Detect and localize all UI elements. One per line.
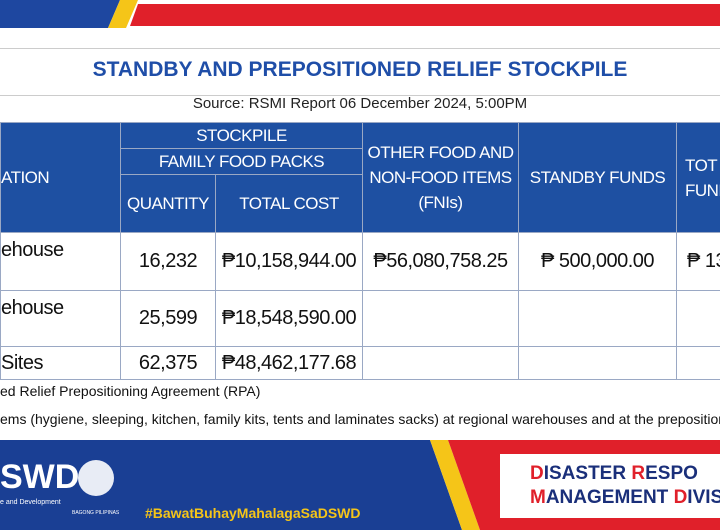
title: STANDBY AND PREPOSITIONED RELIEF STOCKPI… xyxy=(92,58,628,81)
header-cost: TOTAL COST xyxy=(215,174,363,233)
cell: 62,375 xyxy=(120,346,216,380)
cell xyxy=(676,290,720,347)
row: ehouse 16,232 ₱10,158,944.00 ₱56,080,758.25… xyxy=(0,232,720,291)
division-part: ESPO xyxy=(645,463,698,484)
cell: ₱48,462,177.68 xyxy=(215,346,363,380)
division-part: ISASTER xyxy=(543,463,632,484)
cell: ₱18,548,590.00 xyxy=(215,290,363,347)
division-line: MANAGEMENT DIVISIO xyxy=(530,486,720,510)
division-part: ANAGEMENT xyxy=(545,487,674,508)
logo-sub: e and Development xyxy=(0,499,61,506)
cell: Sites xyxy=(0,346,121,380)
note: ems (hygiene, sleeping, kitchen, family … xyxy=(0,411,720,427)
source: Source: RSMI Report 06 December 2024, 5:… xyxy=(192,95,528,112)
cell xyxy=(518,346,677,380)
header-location: ATION xyxy=(0,122,121,233)
header-line: TOT xyxy=(685,155,718,175)
division-part: D xyxy=(673,487,688,508)
division-part: R xyxy=(631,463,646,484)
row: ehouse 25,599 ₱18,548,590.00 xyxy=(0,290,720,347)
cell: ₱10,158,944.00 xyxy=(215,232,363,291)
seal: BAGONG PILIPINAS xyxy=(72,510,120,516)
header-quantity: QUANTITY xyxy=(120,174,216,233)
header-total: TOT FUND xyxy=(676,122,720,233)
cell: ₱ 13 xyxy=(676,232,720,291)
logo: SWD xyxy=(0,458,80,496)
division-line: DISASTER RESPO xyxy=(530,462,720,486)
cell: 16,232 xyxy=(120,232,216,291)
cell: 25,599 xyxy=(120,290,216,347)
division-part: M xyxy=(530,487,546,508)
stockpile-table: ATION STOCKPILE OTHER FOOD AND NON-FOOD I… xyxy=(0,122,720,380)
cell: ₱56,080,758.25 xyxy=(362,232,519,291)
cell xyxy=(362,346,519,380)
header-line: (FNIs) xyxy=(418,193,463,212)
header-standby: STANDBY FUNDS xyxy=(518,122,677,233)
division-part: D xyxy=(530,463,544,484)
header-stockpile: STOCKPILE xyxy=(120,122,363,149)
division-part: IVISIO xyxy=(687,487,720,508)
bottom-banner xyxy=(0,440,720,530)
cell: ehouse xyxy=(0,232,121,291)
header-line: FUND xyxy=(685,180,720,200)
cell xyxy=(518,290,677,347)
hashtag: #BawatBuhayMahalagaSaDSWD xyxy=(145,505,361,521)
header-ffp: FAMILY FOOD PACKS xyxy=(120,148,363,175)
header-other: OTHER FOOD AND NON-FOOD ITEMS (FNIs) xyxy=(362,122,519,233)
header-line: NON-FOOD ITEMS xyxy=(369,168,512,187)
cell: ₱ 500,000.00 xyxy=(518,232,677,291)
note: ed Relief Prepositioning Agreement (RPA) xyxy=(0,383,261,399)
cell xyxy=(676,346,720,380)
header-line: OTHER FOOD AND xyxy=(367,143,514,162)
cell: ehouse xyxy=(0,290,121,347)
cell xyxy=(362,290,519,347)
title-box xyxy=(0,48,720,96)
top-banner xyxy=(0,0,720,28)
row: Sites 62,375 ₱48,462,177.68 xyxy=(0,346,720,380)
